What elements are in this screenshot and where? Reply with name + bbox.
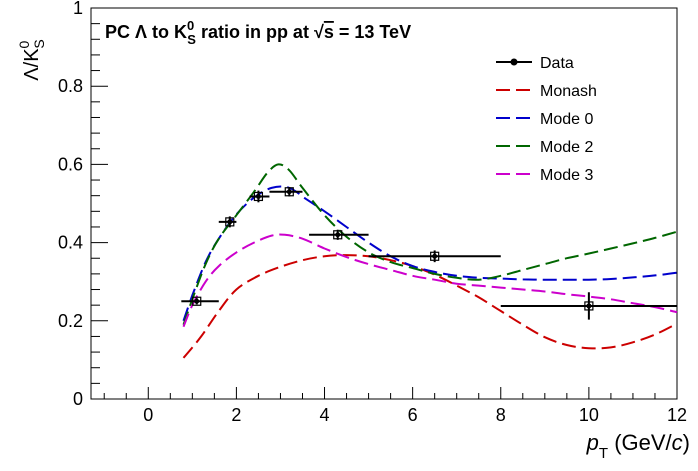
data-marker [194, 298, 200, 304]
systematic-box [192, 296, 202, 306]
x-tick-label: 0 [143, 405, 153, 425]
data-point [218, 216, 237, 228]
data-points [181, 187, 677, 320]
tick-labels: 0 2 4 6 8 10 12 0 0.2 0.4 0.6 0.8 1 [58, 0, 687, 425]
series-line-mode-3 [182, 233, 678, 328]
y-axis-label: Λ/K0S [16, 39, 47, 80]
svg-text:Λ/K0S: Λ/K0S [16, 39, 47, 80]
data-marker [335, 232, 341, 238]
systematic-box [225, 217, 235, 227]
data-marker [227, 219, 233, 225]
chart-title: PC Λ to K0 S ratio in pp at √s = 13 TeV [105, 18, 411, 47]
data-point [309, 229, 369, 240]
x-tick-label: 8 [496, 405, 506, 425]
legend-label: Mode 0 [540, 111, 593, 128]
data-marker [586, 303, 592, 309]
x-tick-label: 4 [320, 405, 330, 425]
x-tick-label: 6 [408, 405, 418, 425]
legend-entry-mode-0: Mode 0 [496, 111, 593, 128]
x-tick-label: 12 [667, 405, 687, 425]
data-point [249, 190, 270, 203]
y-tick-label: 0.4 [58, 233, 83, 253]
y-tick-label: 0.6 [58, 154, 83, 174]
legend-label: Mode 3 [540, 167, 593, 184]
x-axis-label: pT (GeV/c) [586, 430, 690, 462]
legend-entry-mode-3: Mode 3 [496, 167, 593, 184]
legend: Data Monash Mode 0 Mode 2 Mode 3 [496, 55, 597, 184]
x-tick-label: 10 [579, 405, 599, 425]
y-tick-label: 0 [73, 389, 83, 409]
systematic-box [253, 191, 264, 202]
data-point [500, 292, 677, 320]
y-tick-label: 0.8 [58, 76, 83, 96]
data-point [269, 187, 303, 197]
legend-entry-monash: Monash [496, 83, 597, 100]
legend-label: Data [540, 55, 574, 72]
legend-marker [510, 58, 518, 66]
systematic-box [584, 301, 594, 311]
y-tick-label: 1 [73, 0, 83, 18]
data-marker [255, 193, 261, 199]
model-curves [182, 163, 678, 359]
systematic-box [284, 187, 294, 197]
data-marker [286, 189, 292, 195]
systematic-box [333, 230, 343, 240]
x-tick-label: 2 [231, 405, 241, 425]
series-line-mode-2 [182, 163, 678, 326]
legend-label: Monash [540, 83, 597, 100]
data-marker [432, 253, 438, 259]
systematic-box [430, 251, 440, 261]
plot-frame [90, 7, 678, 400]
y-tick-label: 0.2 [58, 311, 83, 331]
legend-entry-data: Data [496, 55, 574, 72]
data-point [181, 296, 219, 306]
legend-entry-mode-2: Mode 2 [496, 139, 593, 156]
legend-label: Mode 2 [540, 139, 593, 156]
data-point [368, 250, 501, 263]
axis-ticks [91, 7, 678, 400]
